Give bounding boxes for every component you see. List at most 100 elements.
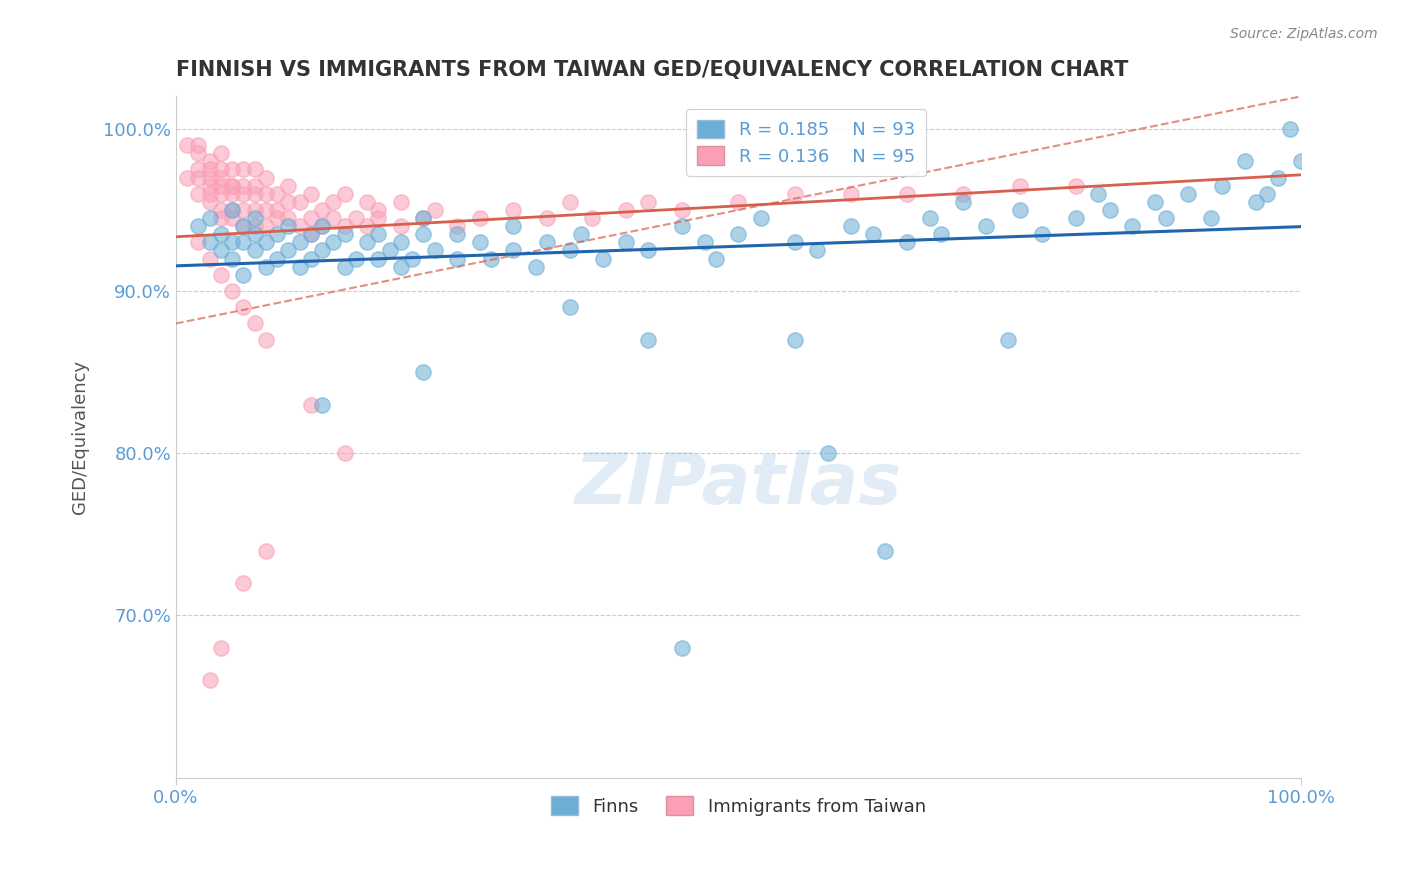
Point bbox=[1199, 211, 1222, 225]
Point bbox=[209, 211, 232, 225]
Point bbox=[209, 227, 232, 242]
Text: Source: ZipAtlas.com: Source: ZipAtlas.com bbox=[1230, 27, 1378, 41]
Point bbox=[209, 146, 232, 161]
Point bbox=[671, 202, 693, 217]
Point bbox=[311, 219, 333, 234]
Point bbox=[952, 194, 974, 209]
Point bbox=[187, 219, 209, 234]
Point bbox=[1064, 178, 1087, 193]
Point bbox=[288, 260, 311, 274]
Point bbox=[423, 244, 446, 258]
Point bbox=[311, 202, 333, 217]
Point bbox=[558, 244, 581, 258]
Point bbox=[299, 252, 322, 266]
Point bbox=[176, 138, 198, 153]
Point bbox=[221, 178, 243, 193]
Point bbox=[243, 162, 266, 177]
Point bbox=[288, 235, 311, 250]
Point bbox=[896, 186, 918, 201]
Point bbox=[322, 194, 344, 209]
Point bbox=[311, 398, 333, 412]
Point bbox=[254, 235, 277, 250]
Point bbox=[839, 219, 862, 234]
Point bbox=[243, 244, 266, 258]
Point bbox=[266, 202, 288, 217]
Point bbox=[558, 300, 581, 314]
Point bbox=[862, 227, 884, 242]
Point bbox=[187, 235, 209, 250]
Point bbox=[1143, 194, 1166, 209]
Point bbox=[277, 194, 299, 209]
Point bbox=[468, 211, 491, 225]
Point bbox=[232, 162, 254, 177]
Point bbox=[333, 227, 356, 242]
Point bbox=[254, 170, 277, 185]
Point bbox=[896, 235, 918, 250]
Point bbox=[221, 162, 243, 177]
Point bbox=[221, 284, 243, 298]
Point bbox=[243, 227, 266, 242]
Point bbox=[727, 227, 749, 242]
Point bbox=[209, 202, 232, 217]
Point bbox=[243, 317, 266, 331]
Point bbox=[333, 219, 356, 234]
Point bbox=[974, 219, 997, 234]
Point bbox=[187, 170, 209, 185]
Point bbox=[637, 244, 659, 258]
Point bbox=[322, 211, 344, 225]
Point bbox=[254, 543, 277, 558]
Text: FINNISH VS IMMIGRANTS FROM TAIWAN GED/EQUIVALENCY CORRELATION CHART: FINNISH VS IMMIGRANTS FROM TAIWAN GED/EQ… bbox=[176, 60, 1129, 79]
Point bbox=[1008, 178, 1031, 193]
Point bbox=[198, 178, 221, 193]
Point bbox=[232, 219, 254, 234]
Point bbox=[614, 235, 637, 250]
Point bbox=[266, 186, 288, 201]
Point bbox=[254, 219, 277, 234]
Point bbox=[221, 235, 243, 250]
Point bbox=[288, 219, 311, 234]
Point bbox=[412, 211, 434, 225]
Point bbox=[389, 219, 412, 234]
Point bbox=[1278, 121, 1301, 136]
Point bbox=[693, 235, 716, 250]
Legend: Finns, Immigrants from Taiwan: Finns, Immigrants from Taiwan bbox=[544, 789, 932, 823]
Point bbox=[198, 154, 221, 169]
Point bbox=[367, 227, 389, 242]
Point bbox=[209, 268, 232, 282]
Point bbox=[389, 260, 412, 274]
Point bbox=[209, 640, 232, 655]
Point bbox=[378, 244, 401, 258]
Point bbox=[243, 202, 266, 217]
Point bbox=[704, 252, 727, 266]
Point bbox=[423, 202, 446, 217]
Point bbox=[277, 178, 299, 193]
Point bbox=[997, 333, 1019, 347]
Point bbox=[232, 219, 254, 234]
Point bbox=[569, 227, 592, 242]
Point bbox=[749, 211, 772, 225]
Point bbox=[333, 260, 356, 274]
Point bbox=[727, 194, 749, 209]
Point bbox=[187, 146, 209, 161]
Point bbox=[288, 194, 311, 209]
Point bbox=[1267, 170, 1289, 185]
Point bbox=[232, 300, 254, 314]
Point bbox=[243, 211, 266, 225]
Point bbox=[254, 333, 277, 347]
Point bbox=[1289, 154, 1312, 169]
Point bbox=[637, 194, 659, 209]
Point bbox=[502, 244, 524, 258]
Point bbox=[311, 219, 333, 234]
Point bbox=[299, 398, 322, 412]
Point bbox=[1211, 178, 1233, 193]
Point bbox=[581, 211, 603, 225]
Point bbox=[311, 244, 333, 258]
Point bbox=[198, 235, 221, 250]
Point bbox=[266, 227, 288, 242]
Point bbox=[209, 178, 232, 193]
Point bbox=[929, 227, 952, 242]
Point bbox=[412, 227, 434, 242]
Y-axis label: GED/Equivalency: GED/Equivalency bbox=[72, 360, 89, 514]
Point bbox=[1177, 186, 1199, 201]
Point bbox=[266, 211, 288, 225]
